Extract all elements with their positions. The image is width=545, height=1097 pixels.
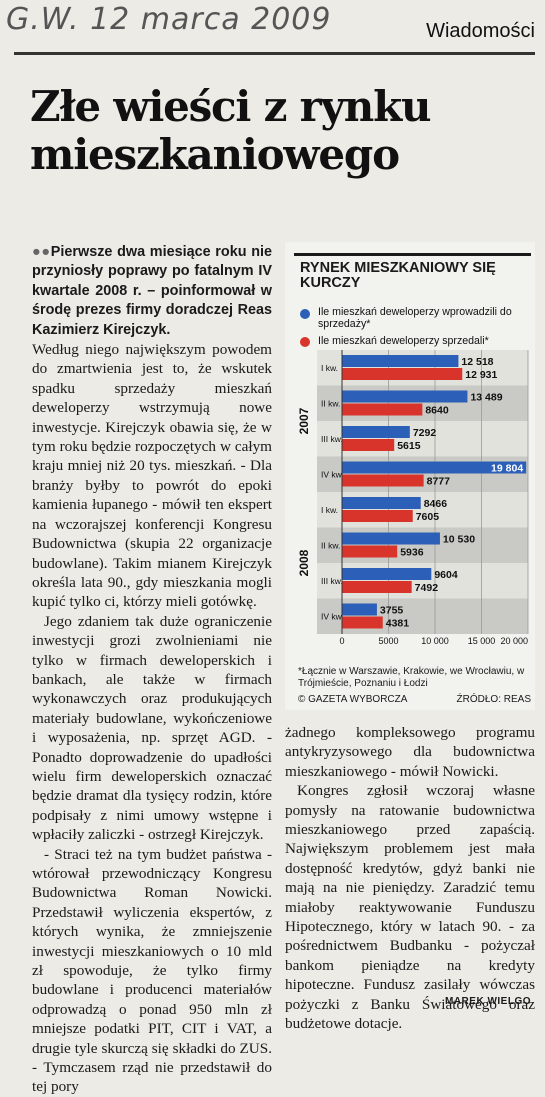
category-tick-label: I kw.: [321, 363, 338, 373]
bar-introduced: [342, 497, 421, 509]
handwritten-date-note: G.W. 12 marca 2009: [6, 2, 332, 37]
bar-sold: [342, 474, 424, 487]
legend-red-swatch: [300, 337, 310, 347]
legend-label-series-1: Ile mieszkań deweloperzy wprowadzili do …: [318, 306, 512, 330]
bar-sold: [342, 403, 423, 416]
article-column-1: ●●Pierwsze dwa miesiące roku nie przynio…: [32, 243, 272, 1097]
bar-sold: [342, 368, 463, 380]
bar-value-label: 5936: [400, 547, 424, 559]
category-tick-label: IV kw.: [321, 469, 344, 479]
bar-sold: [342, 510, 413, 522]
header-rule: [14, 52, 535, 55]
bar-value-label: 5615: [397, 440, 421, 452]
bar-introduced: [342, 355, 459, 367]
bar-introduced: [342, 426, 410, 438]
article-column-2: żadnego kompleksowego programu antykryzy…: [285, 723, 535, 1034]
lead-bullet-icon: ●●: [32, 244, 51, 260]
legend-label-series-2: Ile mieszkań deweloperzy sprzedali*: [318, 335, 489, 347]
category-tick-label: II kw.: [321, 540, 340, 550]
byline: MAREK WIELGO: [445, 996, 531, 1007]
chart-top-rule: [294, 253, 531, 256]
bar-introduced: [342, 461, 527, 474]
bar-value-label: 13 489: [470, 392, 502, 404]
bar-value-label: 7292: [413, 427, 437, 439]
year-group-label: 2007: [297, 407, 311, 434]
bar-value-label: 8640: [425, 405, 449, 417]
bar-value-label: 3755: [380, 605, 404, 617]
category-tick-label: I kw.: [321, 505, 338, 515]
article-headline: Złe wieści z rynku mieszkaniowego: [30, 83, 530, 179]
lead-text: Pierwsze dwa miesiące roku nie przyniosł…: [32, 244, 272, 338]
article-lead: ●●Pierwsze dwa miesiące roku nie przynio…: [32, 243, 272, 340]
bar-introduced: [342, 568, 432, 580]
chart-title: RYNEK MIESZKANIOWY SIĘ KURCZY: [300, 260, 496, 291]
section-label: Wiadomości: [426, 20, 535, 42]
chart-copyright: © GAZETA WYBORCZA: [298, 694, 408, 705]
paragraph: Jego zdaniem tak duże ograniczenie inwes…: [32, 612, 272, 844]
bar-value-label: 7605: [416, 511, 440, 523]
chart-footnote: *Łącznie w Warszawie, Krakowie, we Wrocł…: [298, 666, 525, 689]
bar-value-label: 19 804: [491, 463, 523, 475]
bar-sold: [342, 616, 383, 629]
bar-value-label: 9604: [434, 569, 458, 581]
category-tick-label: II kw.: [321, 398, 340, 408]
x-tick-label: 20 000: [500, 636, 528, 646]
headline-line-2: mieszkaniowego: [30, 130, 400, 179]
bar-value-label: 12 931: [465, 369, 497, 381]
paragraph: Według niego największym powodem do zmar…: [32, 341, 272, 611]
category-tick-label: III kw.: [321, 434, 343, 444]
legend-blue-swatch: [300, 309, 310, 319]
bar-introduced: [342, 390, 468, 403]
bar-sold: [342, 581, 412, 593]
bar-value-label: 12 518: [461, 356, 493, 368]
category-tick-label: IV kw.: [321, 611, 344, 621]
bar-sold: [342, 545, 398, 558]
bar-value-label: 8466: [424, 498, 448, 510]
bar-introduced: [342, 603, 377, 616]
x-tick-label: 0: [339, 636, 344, 646]
bar-introduced: [342, 532, 440, 545]
x-tick-label: 10 000: [421, 636, 449, 646]
bar-sold: [342, 439, 395, 451]
category-tick-label: III kw.: [321, 576, 343, 586]
paragraph: - Straci też na tym budżet państwa - wtó…: [32, 845, 272, 1096]
chart-source: ŹRÓDŁO: REAS: [456, 694, 531, 705]
headline-line-1: Złe wieści z rynku: [30, 82, 432, 131]
x-tick-label: 15 000: [468, 636, 496, 646]
bar-value-label: 4381: [386, 618, 410, 630]
year-group-label: 2008: [297, 549, 311, 576]
paragraph: Kongres zgłosił wczoraj własne pomysły n…: [285, 782, 535, 1033]
bar-value-label: 10 530: [443, 534, 475, 546]
bar-value-label: 7492: [415, 582, 439, 594]
x-tick-label: 5000: [378, 636, 398, 646]
bar-value-label: 8777: [427, 476, 451, 488]
paragraph: żadnego kompleksowego programu antykryzy…: [285, 724, 535, 780]
